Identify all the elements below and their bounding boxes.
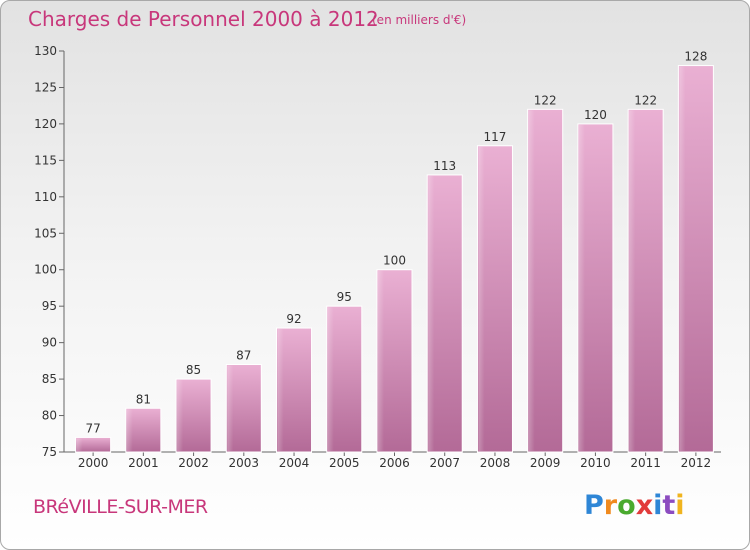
bar-highlight — [478, 146, 485, 452]
logo-letter: o — [617, 490, 636, 521]
x-tick-label: 2001 — [128, 456, 159, 470]
bar-highlight — [378, 270, 384, 451]
x-tick-label: 2003 — [229, 456, 260, 470]
x-tick-label: 2004 — [279, 456, 310, 470]
y-tick-label: 105 — [34, 226, 57, 240]
y-tick-label: 85 — [42, 372, 57, 386]
bar-highlight — [227, 365, 234, 451]
bar — [75, 436, 112, 453]
commune-name: BRéVILLE-SUR-MER — [33, 496, 208, 518]
bar-highlight — [428, 175, 435, 452]
logo-letter: t — [662, 490, 676, 521]
chart-title: Charges de Personnel 2000 à 2012 — [28, 7, 379, 31]
y-tick-label: 95 — [42, 299, 57, 313]
bar-highlight — [327, 307, 334, 451]
x-tick-label: 2002 — [178, 456, 209, 470]
y-tick-label: 130 — [34, 44, 57, 58]
data-label: 120 — [584, 108, 607, 122]
logo-letter: r — [603, 490, 618, 521]
proxiti-logo: Proxiti — [584, 490, 685, 521]
data-label: 92 — [286, 312, 301, 326]
y-tick-label: 110 — [34, 190, 57, 204]
x-tick-label: 2010 — [580, 456, 611, 470]
bar-highlight — [528, 110, 535, 451]
x-tick-label: 2005 — [329, 456, 360, 470]
x-tick-label: 2012 — [681, 456, 712, 470]
bar-highlight — [177, 380, 184, 451]
logo-letter: P — [584, 490, 604, 521]
x-tick-label: 2009 — [530, 456, 561, 470]
chart-unit: (en milliers d'€) — [372, 13, 467, 27]
data-label: 95 — [337, 290, 352, 304]
y-tick-label: 80 — [42, 409, 57, 423]
y-tick-label: 75 — [42, 445, 57, 459]
data-label: 113 — [433, 159, 456, 173]
data-label: 87 — [236, 349, 251, 363]
bar-highlight — [629, 110, 636, 451]
x-tick-label: 2007 — [429, 456, 460, 470]
x-tick-label: 2000 — [78, 456, 109, 470]
y-tick-label: 90 — [42, 336, 57, 350]
bar-highlight — [76, 438, 83, 451]
data-label: 77 — [85, 421, 100, 435]
logo-letter: i — [653, 490, 663, 521]
data-label: 100 — [383, 254, 406, 268]
y-tick-label: 100 — [34, 263, 57, 277]
x-tick-label: 2008 — [480, 456, 511, 470]
bar-highlight — [126, 409, 133, 451]
logo-letter: x — [635, 490, 654, 521]
y-tick-label: 120 — [34, 117, 57, 131]
x-tick-label: 2006 — [379, 456, 410, 470]
bar-highlight — [578, 124, 585, 451]
data-label: 128 — [684, 50, 707, 64]
data-label: 85 — [186, 363, 201, 377]
data-label: 117 — [484, 130, 507, 144]
bar-highlight — [277, 329, 284, 451]
logo-letter: i — [675, 490, 685, 521]
bar-highlight — [679, 66, 686, 451]
x-tick-label: 2011 — [630, 456, 661, 470]
data-label: 81 — [136, 392, 151, 406]
y-tick-label: 115 — [34, 153, 57, 167]
y-tick-label: 125 — [34, 80, 57, 94]
data-label: 122 — [634, 93, 657, 107]
data-label: 122 — [534, 93, 557, 107]
